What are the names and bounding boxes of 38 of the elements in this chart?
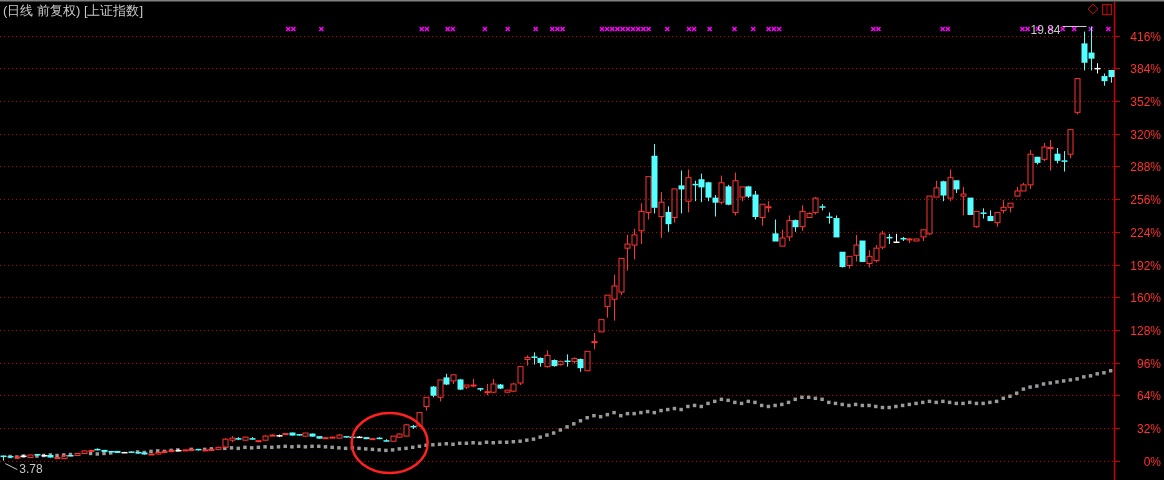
chart-title: (日线 前复权) [上证指数] [3, 3, 144, 18]
y-tick-label: 96% [1136, 356, 1162, 371]
candlestick [584, 350, 591, 372]
candlestick [423, 396, 430, 412]
annotation: 19.84 [1030, 22, 1061, 37]
y-tick-label: 256% [1130, 192, 1162, 207]
candlestick [953, 180, 960, 194]
candlestick [846, 255, 853, 270]
candlestick [658, 191, 665, 239]
y-tick-label: 384% [1130, 61, 1162, 76]
candlestick [665, 205, 672, 233]
y-tick-label: 416% [1130, 29, 1162, 44]
candlestick [577, 359, 584, 373]
y-tick-label: 224% [1130, 225, 1162, 240]
y-tick-label: 352% [1130, 94, 1162, 109]
candlestick [524, 354, 531, 367]
y-tick-label: 320% [1130, 127, 1162, 142]
candlestick [987, 209, 994, 222]
y-tick-label: 32% [1136, 421, 1162, 436]
y-tick-label: 288% [1130, 159, 1162, 174]
y-tick-label: 160% [1130, 290, 1162, 305]
candlestick [967, 197, 974, 215]
candlestick [859, 240, 866, 262]
y-tick-label: 64% [1136, 388, 1162, 403]
candlestick [678, 170, 685, 214]
candlestick [671, 188, 678, 224]
candlestick [973, 210, 980, 228]
candlestick [772, 219, 779, 242]
candlestick [598, 319, 605, 333]
annotation: 3.78 [19, 462, 44, 477]
candlestick [571, 357, 578, 365]
candlestick [537, 357, 544, 368]
candlestick [544, 349, 551, 368]
y-tick-label: 0% [1143, 454, 1162, 469]
candlestick [839, 251, 846, 268]
y-tick-label: 192% [1130, 258, 1162, 273]
candlestick [833, 214, 840, 238]
y-tick-label: 128% [1130, 323, 1162, 338]
